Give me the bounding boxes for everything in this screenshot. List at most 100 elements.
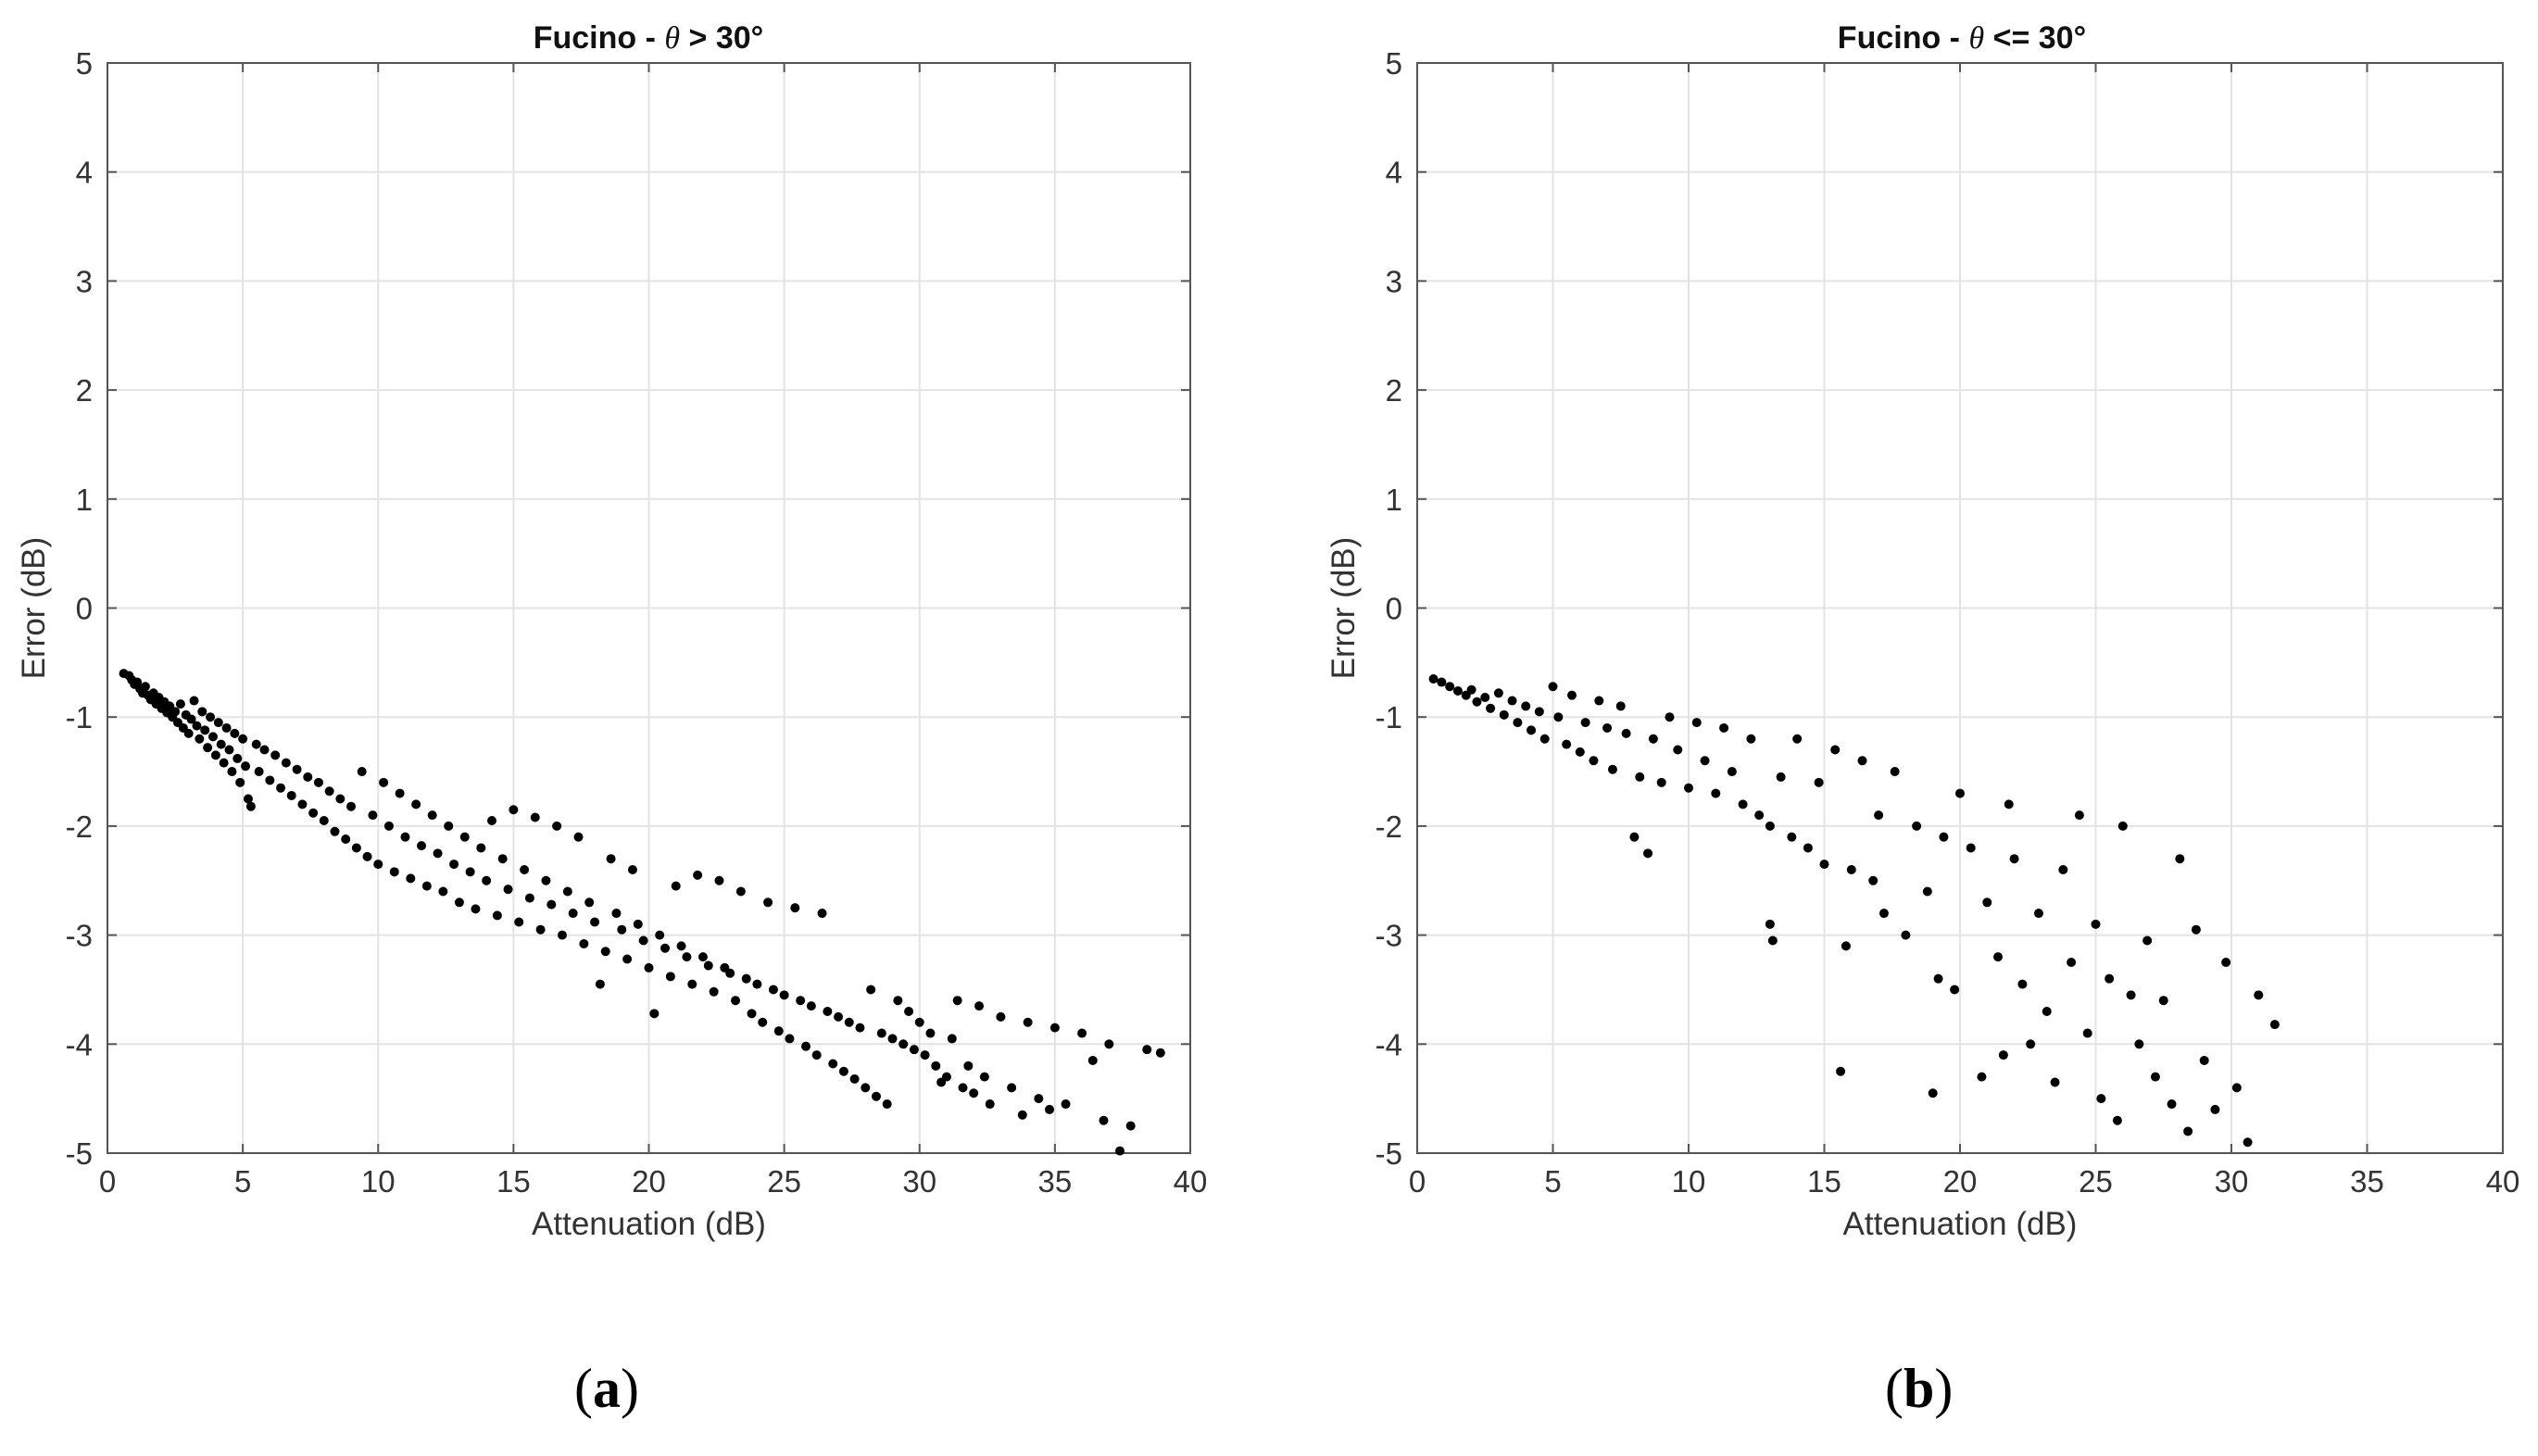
data-point [703,960,713,971]
data-point [958,1083,968,1093]
data-point [655,930,665,940]
data-point [2091,919,2101,929]
data-point [590,917,600,927]
data-point [806,1001,816,1011]
data-point [1562,739,1572,749]
data-point [1142,1045,1152,1055]
data-point [1428,674,1439,684]
data-point [2210,1104,2220,1114]
data-point [1982,897,1992,908]
data-point [1765,821,1775,831]
data-point [893,996,903,1006]
data-point [1607,764,1617,774]
data-point [866,985,876,995]
data-point [186,714,196,724]
data-point [887,1034,898,1044]
data-point [276,783,286,793]
data-point [1099,1115,1109,1125]
data-point [952,996,962,1006]
scatter-plot-b: 0 5 10 15 20 25 30 35 40543210-1-2-3-4-5Attenuat… [1326,20,2519,1242]
scatter-plot-a: 0 5 10 15 20 25 30 35 40543210-1-2-3-4-5Attenuat… [16,20,1207,1242]
data-point [1857,756,1867,766]
x-tick-label: 15 [1807,1164,1841,1199]
data-point [1868,875,1878,885]
y-tick-label: -1 [1376,700,1402,734]
data-point [1104,1039,1114,1049]
data-point [2221,958,2231,968]
caption-b-letter: b [1903,1358,1935,1419]
y-tick-label: 4 [76,156,93,190]
data-point [1787,832,1797,842]
x-tick-label: 30 [2215,1164,2249,1199]
data-point [270,750,281,760]
data-point [1711,788,1721,798]
data-point [584,897,595,908]
data-point [785,1034,795,1044]
data-point [925,1028,936,1038]
data-point [2158,996,2168,1006]
x-tick-label: 0 [1409,1164,1426,1199]
y-tick-label: 0 [1386,592,1402,626]
data-point [1767,935,1778,946]
data-point [676,941,686,951]
data-point [947,1034,957,1044]
data-point [1727,767,1737,777]
data-point [210,750,220,760]
data-point [221,722,232,733]
data-point [1966,843,1976,853]
data-point [454,897,464,908]
data-point [2117,821,2128,831]
caption-b: (b) [1885,1357,1953,1421]
data-point [2231,1083,2242,1093]
data-point [362,851,372,861]
caption-a-close: ) [620,1358,639,1419]
data-point [731,996,741,1006]
data-point [1480,693,1490,703]
data-point [1087,1055,1098,1065]
data-point [2096,1094,2106,1104]
data-point [834,1011,844,1022]
data-point [622,954,633,964]
data-point [552,821,562,831]
data-point [2033,909,2043,919]
data-point [1594,696,1604,706]
data-point [633,919,643,929]
data-point [969,1088,979,1098]
data-point [801,1041,811,1051]
y-tick-label: -5 [1376,1136,1402,1171]
data-point [389,867,399,877]
data-point [1993,952,2004,962]
data-point [195,734,205,744]
data-point [2199,1055,2209,1065]
data-point [941,1072,951,1082]
y-tick-label: 0 [76,592,93,626]
data-point [682,952,692,962]
x-tick-label: 40 [1174,1164,1208,1199]
data-point [1635,772,1645,782]
data-point [2082,1028,2092,1038]
data-point [1841,941,1851,951]
data-point [914,1017,924,1027]
data-point [541,875,551,885]
data-point [1830,745,1841,755]
x-tick-label: 20 [632,1164,666,1199]
data-point [1955,788,1965,798]
data-point [562,886,572,897]
data-point [1754,810,1765,821]
y-tick-label: -5 [66,1136,93,1171]
data-point [368,810,378,821]
x-tick-label: 25 [2079,1164,2113,1199]
data-point [313,777,323,787]
data-point [1023,1017,1033,1027]
caption-a-open: ( [574,1358,593,1419]
x-axis-label: Attenuation (dB) [532,1206,766,1242]
data-point [660,943,671,953]
x-tick-label: 30 [902,1164,936,1199]
data-point [796,996,806,1006]
data-point [189,696,199,706]
data-point [1049,1023,1060,1033]
y-tick-label: -3 [1376,919,1402,953]
data-point [725,968,735,978]
data-point [140,682,150,692]
y-tick-label: -4 [1376,1027,1402,1061]
